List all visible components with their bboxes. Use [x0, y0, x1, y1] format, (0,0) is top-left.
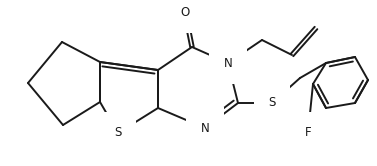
Text: O: O: [180, 5, 190, 18]
Text: S: S: [114, 126, 122, 139]
Text: N: N: [224, 56, 232, 70]
Text: F: F: [305, 126, 311, 139]
Text: N: N: [201, 122, 209, 134]
Text: S: S: [268, 96, 276, 110]
